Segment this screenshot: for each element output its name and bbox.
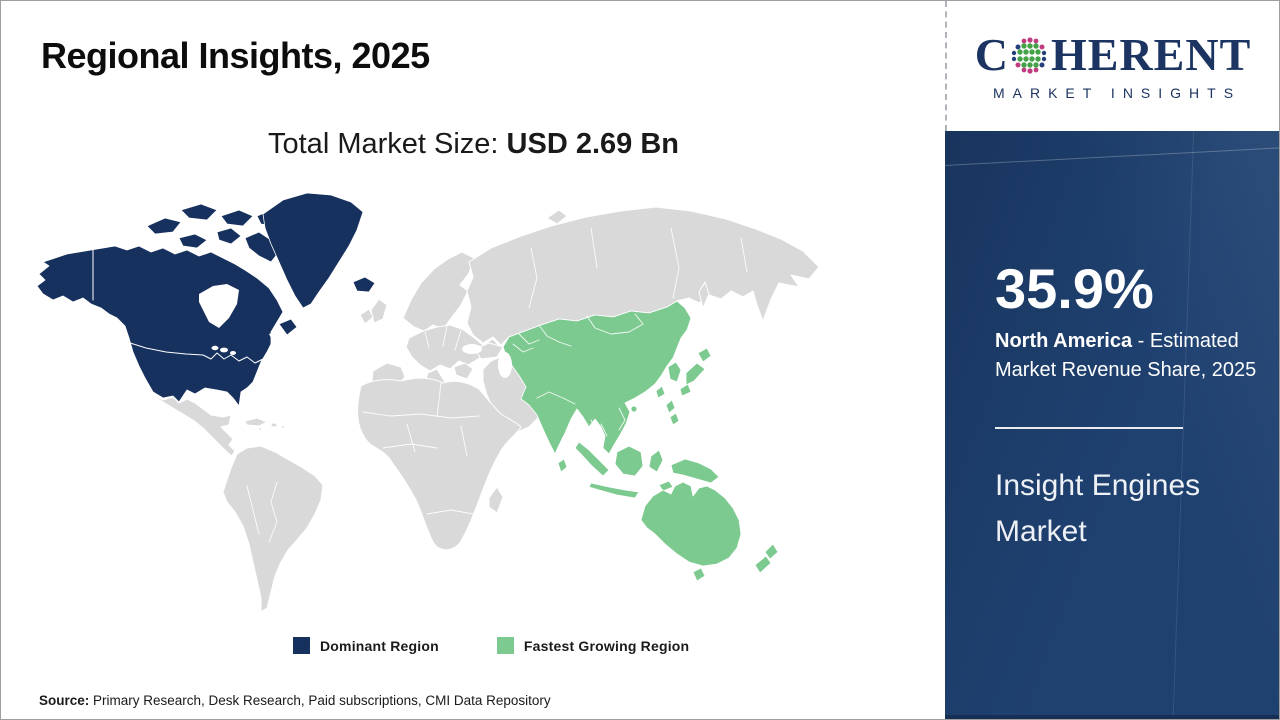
legend-swatch-dominant [293,637,310,654]
brand-subtitle: MARKET INSIGHTS [992,84,1242,101]
page-title: Regional Insights, 2025 [41,35,430,76]
sidebar: 35.9% North America - Estimated Market R… [945,131,1279,719]
legend-label-dominant: Dominant Region [320,637,439,654]
market-size-subtitle: Total Market Size: USD 2.69 Bn [1,128,946,161]
legend-label-fastest-growing: Fastest Growing Region [523,637,690,654]
region-asia-pacific [502,300,779,582]
legend-item-dominant: Dominant Region [293,637,439,654]
share-region-name: North America [995,330,1133,352]
legend: Dominant Region Fastest Growing Region [293,637,689,654]
brand-logo: C HERENT MARKET INSIGHTS [945,1,1279,131]
brand-wordmark: C HERENT [974,28,1252,80]
map-country-borders [246,227,748,543]
sidebar-texture-line [945,144,1279,167]
share-desc-text: - Estimated Market Revenue Share, 2025 [995,330,1257,381]
region-other [150,206,820,613]
source-line: Source: Primary Research, Desk Research,… [39,693,551,708]
divider-line [995,427,1183,429]
source-text: Primary Research, Desk Research, Paid su… [89,693,551,708]
brand-suffix: HERENT [1050,28,1252,80]
legend-item-fastest-growing: Fastest Growing Region [496,637,690,654]
world-map [31,186,831,626]
source-label: Source: [39,693,90,708]
legend-swatch-fastest-growing [496,637,514,654]
share-description: North America - Estimated Market Revenue… [995,327,1263,385]
share-value: 35.9% [995,257,1154,320]
dotted-globe-icon [1011,36,1047,74]
sidebar-texture-vline [1172,131,1195,715]
subtitle-prefix: Total Market Size: [268,128,507,160]
subtitle-value: USD 2.69 Bn [506,128,679,160]
region-north-america [36,192,376,407]
market-name: Insight Engines Market [995,469,1201,548]
brand-prefix: C [974,28,1009,80]
